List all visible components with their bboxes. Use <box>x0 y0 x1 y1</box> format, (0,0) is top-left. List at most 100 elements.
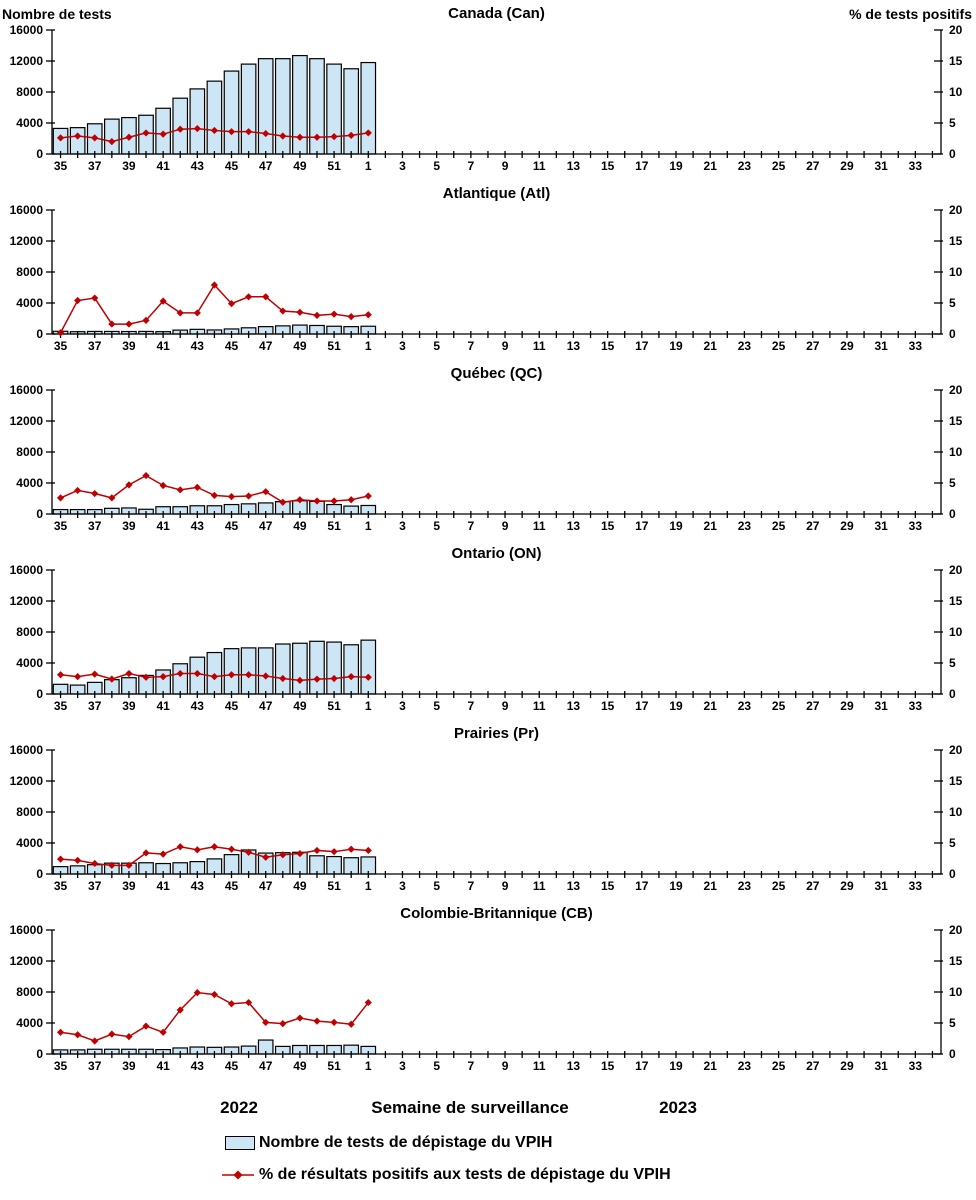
diamond-marker <box>176 843 184 851</box>
diamond-marker <box>193 483 201 491</box>
diamond-marker <box>313 311 321 319</box>
week-tick-label: 5 <box>433 1059 440 1073</box>
diamond-marker <box>245 848 253 856</box>
diamond-marker <box>91 1037 99 1045</box>
bar <box>257 647 274 695</box>
diamond-marker <box>330 674 338 683</box>
week-tick-label: 17 <box>635 519 649 533</box>
week-tick-label: 1 <box>365 519 372 533</box>
diamond-marker <box>74 1031 82 1039</box>
right-axis-tick-label: 5 <box>949 656 956 670</box>
bar-legend-swatch <box>225 1136 255 1150</box>
left-axis-tick-label: 0 <box>36 327 43 341</box>
diamond-marker <box>91 670 99 678</box>
week-tick-label: 39 <box>122 339 136 353</box>
right-axis-title: % de tests positifs <box>849 6 972 22</box>
left-axis-tick-label: 8000 <box>16 445 43 459</box>
bar <box>309 640 325 695</box>
footer: 2022 Semaine de surveillance 2023 Nombre… <box>0 1080 976 1200</box>
diamond-marker <box>91 489 99 498</box>
week-tick-label: 33 <box>909 879 923 893</box>
week-tick-label: 31 <box>874 1059 888 1073</box>
week-tick-label: 23 <box>738 699 752 713</box>
week-tick-label: 49 <box>293 519 307 533</box>
left-axis-tick-label: 0 <box>36 687 43 701</box>
left-axis-tick-label: 8000 <box>16 625 43 639</box>
week-tick-label: 3 <box>399 879 406 893</box>
left-axis-tick-label: 12000 <box>10 414 44 428</box>
left-axis-tick-label: 4000 <box>16 296 43 310</box>
right-axis-tick-label: 15 <box>949 234 963 248</box>
legend-item-tests: Nombre de tests de dépistage du VPIH <box>225 1134 552 1152</box>
left-axis-tick-label: 12000 <box>10 954 44 968</box>
diamond-marker <box>159 673 167 681</box>
diamond-marker <box>125 861 133 869</box>
diamond-marker <box>108 138 116 146</box>
week-tick-label: 39 <box>122 879 136 893</box>
diamond-marker <box>313 133 321 141</box>
panel-title: Prairies (Pr) <box>454 725 539 742</box>
week-tick-label: 29 <box>840 159 854 173</box>
bar <box>343 68 360 155</box>
diamond-marker <box>159 1028 167 1036</box>
diamond-marker <box>56 671 65 679</box>
left-axis-tick-label: 4000 <box>16 1016 43 1030</box>
right-axis-tick-label: 15 <box>949 774 963 788</box>
diamond-marker <box>227 845 236 853</box>
right-axis-tick-label: 10 <box>949 445 963 459</box>
right-axis-tick-label: 10 <box>949 625 963 639</box>
week-tick-label: 15 <box>601 879 615 893</box>
week-tick-label: 9 <box>502 879 509 893</box>
left-axis-tick-label: 4000 <box>16 836 43 850</box>
week-tick-label: 35 <box>54 1059 68 1073</box>
week-tick-label: 51 <box>327 1059 341 1073</box>
diamond-marker <box>364 129 372 137</box>
right-axis-tick-label: 0 <box>949 147 956 161</box>
week-tick-label: 3 <box>399 339 406 353</box>
week-tick-label: 29 <box>840 339 854 353</box>
week-tick-label: 21 <box>704 339 718 353</box>
bar <box>223 70 240 155</box>
diamond-marker <box>296 133 304 141</box>
week-tick-label: 43 <box>191 879 205 893</box>
diamond-marker <box>313 1017 321 1025</box>
week-tick-label: 21 <box>704 519 718 533</box>
week-tick-label: 45 <box>225 519 239 533</box>
diamond-marker <box>108 861 116 869</box>
right-axis-tick-label: 5 <box>949 836 956 850</box>
year-label-2022: 2022 <box>220 1098 258 1117</box>
week-tick-label: 49 <box>293 879 307 893</box>
week-tick-label: 29 <box>840 1059 854 1073</box>
week-tick-label: 31 <box>874 339 888 353</box>
diamond-marker <box>227 128 236 136</box>
diamond-marker <box>108 494 116 502</box>
diamond-marker <box>193 309 201 317</box>
week-tick-label: 3 <box>399 699 406 713</box>
diamond-marker <box>347 313 355 321</box>
right-axis-tick-label: 0 <box>949 867 956 881</box>
week-tick-label: 29 <box>840 879 854 893</box>
diamond-marker <box>56 329 65 337</box>
week-tick-label: 21 <box>704 699 718 713</box>
week-tick-label: 49 <box>293 1059 307 1073</box>
week-tick-label: 23 <box>738 1059 752 1073</box>
diamond-marker <box>313 675 321 683</box>
diamond-marker <box>279 307 287 315</box>
bar-legend-label: Nombre de tests de dépistage du VPIH <box>259 1134 553 1151</box>
diamond-marker <box>159 850 167 858</box>
week-tick-label: 39 <box>122 159 136 173</box>
bar <box>360 61 377 155</box>
bar <box>274 643 291 695</box>
week-tick-label: 37 <box>88 339 102 353</box>
week-tick-label: 43 <box>191 519 205 533</box>
diamond-marker <box>56 494 65 502</box>
diamond-marker <box>74 132 82 140</box>
diamond-marker <box>210 491 219 499</box>
week-tick-label: 23 <box>738 159 752 173</box>
axes <box>46 389 943 518</box>
left-axis-tick-label: 16000 <box>10 203 44 217</box>
week-tick-label: 13 <box>567 339 581 353</box>
left-axis-tick-label: 12000 <box>10 54 44 68</box>
week-tick-label: 19 <box>669 879 683 893</box>
